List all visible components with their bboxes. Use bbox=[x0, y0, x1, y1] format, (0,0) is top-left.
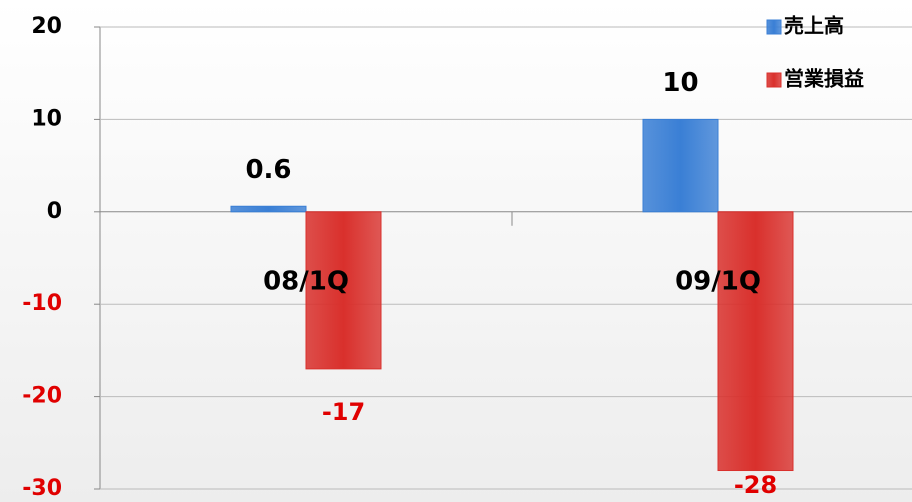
data-label: -17 bbox=[322, 398, 365, 426]
y-tick-label: -20 bbox=[22, 384, 62, 409]
legend-label: 売上高 bbox=[784, 14, 844, 38]
y-tick-label: 10 bbox=[31, 106, 62, 131]
y-tick-label: -30 bbox=[22, 476, 62, 501]
legend-marker bbox=[766, 19, 782, 35]
x-tick-label: 08/1Q bbox=[263, 266, 349, 296]
bar bbox=[305, 211, 382, 370]
legend-marker bbox=[766, 72, 782, 88]
y-tick-label: -10 bbox=[22, 291, 62, 316]
data-label: -28 bbox=[734, 471, 777, 499]
y-tick-label: 0 bbox=[47, 199, 62, 224]
data-label: 10 bbox=[662, 68, 698, 98]
y-tick-label: 20 bbox=[31, 14, 62, 39]
x-tick-label: 09/1Q bbox=[675, 266, 761, 296]
legend-label: 営業損益 bbox=[784, 67, 864, 91]
data-label: 0.6 bbox=[245, 155, 291, 185]
bar bbox=[717, 211, 794, 472]
bar bbox=[230, 205, 307, 213]
bar bbox=[642, 118, 719, 213]
